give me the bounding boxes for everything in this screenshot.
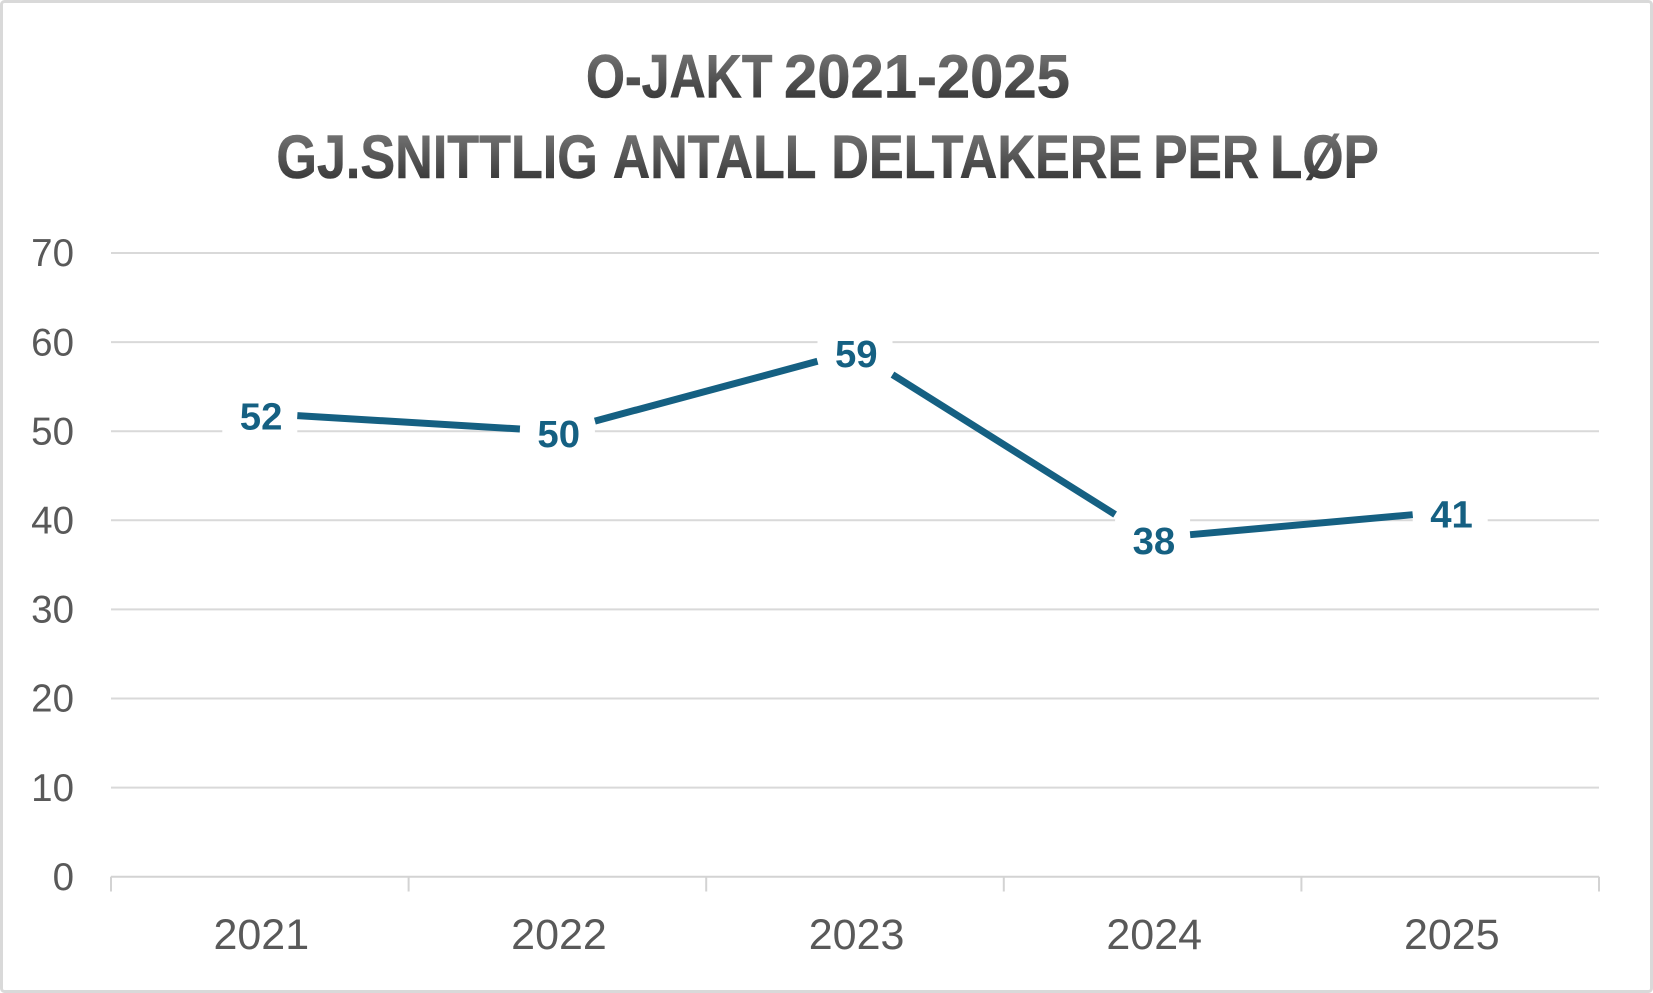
svg-text:2024: 2024 [1106, 911, 1202, 959]
svg-text:50: 50 [31, 410, 74, 453]
svg-text:38: 38 [1133, 520, 1176, 563]
svg-text:2025: 2025 [1404, 911, 1500, 959]
svg-text:41: 41 [1430, 493, 1473, 536]
svg-text:2021-2025: 2021-2025 [784, 42, 1070, 111]
svg-text:50: 50 [537, 413, 580, 456]
svg-text:59: 59 [835, 333, 878, 376]
svg-text:PER: PER [1153, 124, 1259, 192]
svg-text:30: 30 [31, 589, 74, 632]
svg-text:40: 40 [31, 500, 74, 543]
svg-text:DELTAKERE: DELTAKERE [831, 123, 1142, 192]
svg-text:0: 0 [53, 856, 74, 899]
svg-text:52: 52 [240, 395, 283, 438]
svg-text:2021: 2021 [213, 911, 309, 959]
svg-text:GJ.SNITTLIG: GJ.SNITTLIG [276, 123, 597, 192]
svg-text:70: 70 [31, 232, 74, 275]
svg-text:O-JAKT: O-JAKT [586, 42, 772, 111]
svg-text:60: 60 [31, 321, 74, 364]
svg-text:LØP: LØP [1270, 124, 1379, 193]
svg-text:2022: 2022 [511, 911, 607, 959]
svg-text:20: 20 [31, 678, 74, 721]
svg-text:10: 10 [31, 767, 74, 810]
svg-text:ANTALL: ANTALL [613, 123, 817, 192]
svg-text:2023: 2023 [809, 911, 905, 959]
